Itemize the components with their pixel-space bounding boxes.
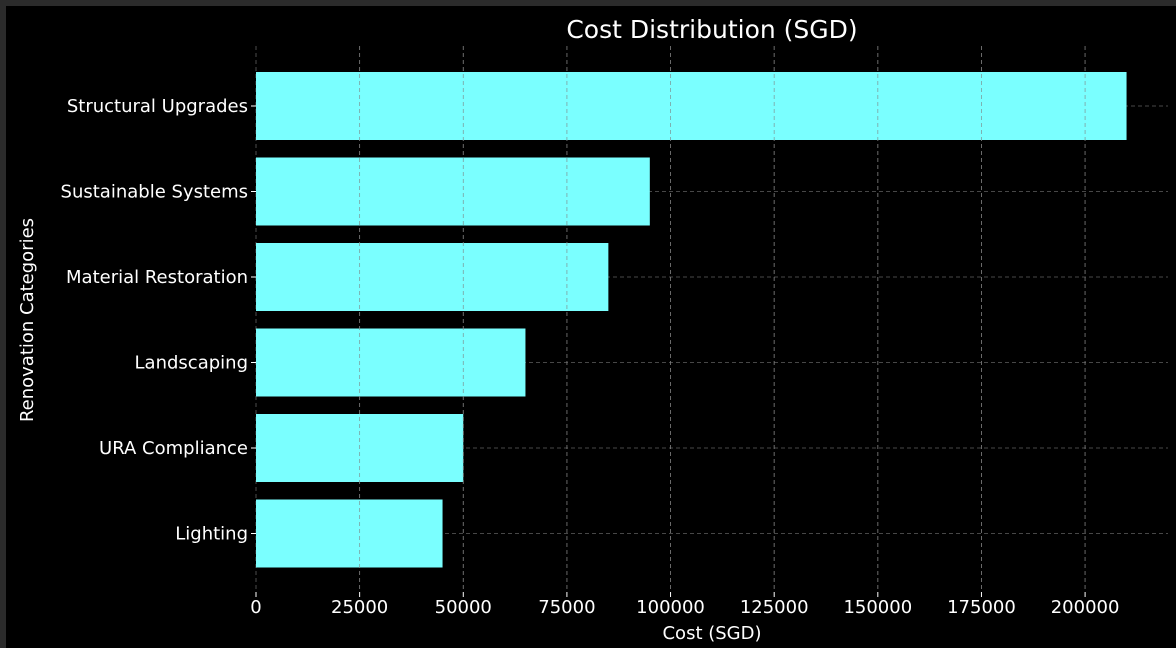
x-tick-label: 150000 <box>843 597 912 618</box>
y-tick-label: Material Restoration <box>66 267 248 288</box>
y-tick-layer: Structural Upgrades Sustainable Systems Ma… <box>61 96 256 545</box>
x-tick-label: 50000 <box>435 597 492 618</box>
y-tick-label: Structural Upgrades <box>67 96 248 117</box>
x-tick-label: 25000 <box>331 597 388 618</box>
y-tick-label: URA Compliance <box>99 438 248 459</box>
bar <box>256 243 609 311</box>
y-tick-label: Landscaping <box>135 353 248 374</box>
y-axis-label: Renovation Categories <box>17 218 38 422</box>
x-tick-label: 100000 <box>636 597 705 618</box>
bar-layer <box>256 46 1127 592</box>
x-tick-label: 200000 <box>1051 597 1120 618</box>
window-frame-left <box>0 0 6 648</box>
bar <box>256 328 526 397</box>
x-tick-label: 175000 <box>947 597 1016 618</box>
chart-title: Cost Distribution (SGD) <box>566 15 857 44</box>
x-tick-label: 0 <box>250 597 261 618</box>
bar <box>256 72 1127 140</box>
bar <box>256 499 443 568</box>
x-tick-label: 125000 <box>740 597 809 618</box>
x-tick-label: 75000 <box>538 597 595 618</box>
x-axis-label: Cost (SGD) <box>662 623 761 644</box>
x-tick-layer: 0 25000 50000 75000 100000 125000 150000 175000… <box>250 592 1119 618</box>
y-tick-label: Lighting <box>175 524 248 545</box>
bar <box>256 157 650 226</box>
window-frame-top <box>0 0 1176 6</box>
y-tick-label: Sustainable Systems <box>61 182 248 203</box>
